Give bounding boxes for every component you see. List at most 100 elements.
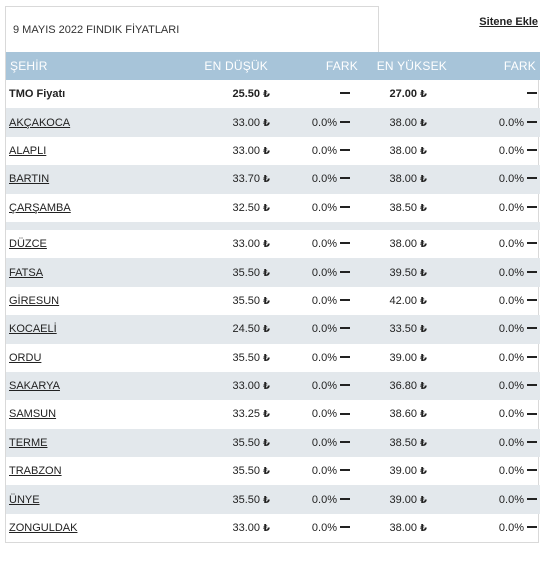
fark-low-value: 0.0% xyxy=(311,323,337,336)
city-cell: ÜNYE xyxy=(6,485,176,513)
dash-icon xyxy=(527,149,537,152)
title-box: 9 MAYIS 2022 FINDIK FİYATLARI xyxy=(5,6,379,52)
fark-low-cell: 0.0% xyxy=(272,315,362,343)
low-price-value: 33.00 xyxy=(232,116,261,129)
fark-high-cell: 0.0% xyxy=(451,165,540,193)
low-price-value: 24.50 xyxy=(232,323,261,336)
high-price-cell: 33.50 ₺ xyxy=(362,315,451,343)
low-price-cell: 35.50 ₺ xyxy=(176,344,272,372)
lira-icon: ₺ xyxy=(420,174,427,186)
low-price-cell: 33.00 ₺ xyxy=(176,137,272,165)
city-link[interactable]: SAMSUN xyxy=(9,408,57,421)
city-link[interactable]: TERME xyxy=(9,436,48,449)
fark-high-value: 0.0% xyxy=(498,323,524,336)
fark-low-cell: 0.0% xyxy=(272,194,362,222)
high-price-value: 42.00 xyxy=(389,294,418,307)
city-link[interactable]: TRABZON xyxy=(9,465,62,478)
lira-icon: ₺ xyxy=(263,352,270,364)
fark-high-cell: 0.0% xyxy=(451,287,540,315)
table-row: TRABZON 35.50 ₺ 0.0% 39.00 ₺ 0.0% xyxy=(6,457,540,485)
fark-low-value: 0.0% xyxy=(311,380,337,393)
row-divider xyxy=(6,221,540,230)
low-price-value: 35.50 xyxy=(232,465,261,478)
lira-icon: ₺ xyxy=(420,466,427,478)
city-link[interactable]: ÜNYE xyxy=(9,493,40,506)
fark-high-cell: 0.0% xyxy=(451,372,540,400)
city-link[interactable]: BARTIN xyxy=(9,173,50,186)
fark-high-value: 0.0% xyxy=(498,522,524,535)
low-price-cell: 33.00 ₺ xyxy=(176,108,272,136)
dash-icon xyxy=(527,412,537,415)
fark-low-value: 0.0% xyxy=(311,436,337,449)
fark-high-value: 0.0% xyxy=(498,408,524,421)
header-low: EN DÜŞÜK xyxy=(204,59,268,73)
table-row: DÜZCE 33.00 ₺ 0.0% 38.00 ₺ 0.0% xyxy=(6,230,540,258)
row-divider-cell xyxy=(6,222,540,230)
city-link[interactable]: GİRESUN xyxy=(9,294,60,307)
fark-low-cell: 0.0% xyxy=(272,457,362,485)
lira-icon: ₺ xyxy=(420,89,427,101)
low-price-value: 33.00 xyxy=(232,380,261,393)
tmo-fark-low-cell xyxy=(272,80,362,108)
lira-icon: ₺ xyxy=(420,324,427,336)
dash-icon xyxy=(340,270,350,273)
fark-high-cell: 0.0% xyxy=(451,194,540,222)
fark-low-value: 0.0% xyxy=(311,465,337,478)
table-row: GİRESUN 35.50 ₺ 0.0% 42.00 ₺ 0.0% xyxy=(6,287,540,315)
low-price-cell: 33.00 ₺ xyxy=(176,372,272,400)
lira-icon: ₺ xyxy=(263,174,270,186)
high-price-value: 38.60 xyxy=(389,408,418,421)
fark-high-cell: 0.0% xyxy=(451,230,540,258)
price-table: ŞEHİR EN DÜŞÜK FARK EN YÜKSEK FARK TMO F… xyxy=(6,52,540,542)
dash-icon xyxy=(527,177,537,180)
high-price-cell: 38.50 ₺ xyxy=(362,194,451,222)
city-link[interactable]: ÇARŞAMBA xyxy=(9,201,71,214)
lira-icon: ₺ xyxy=(263,202,270,214)
high-price-value: 38.00 xyxy=(389,144,418,157)
lira-icon: ₺ xyxy=(420,239,427,251)
city-link[interactable]: DÜZCE xyxy=(9,238,47,251)
city-link[interactable]: FATSA xyxy=(9,266,44,279)
price-table-container: ŞEHİR EN DÜŞÜK FARK EN YÜKSEK FARK TMO F… xyxy=(5,52,540,544)
city-link[interactable]: SAKARYA xyxy=(9,380,60,393)
embed-site-link[interactable]: Sitene Ekle xyxy=(479,16,538,28)
fark-high-value: 0.0% xyxy=(498,351,524,364)
fark-low-value: 0.0% xyxy=(311,294,337,307)
fark-low-value: 0.0% xyxy=(311,493,337,506)
dash-icon xyxy=(527,526,537,529)
city-link[interactable]: ZONGULDAK xyxy=(9,522,78,535)
city-cell: KOCAELİ xyxy=(6,315,176,343)
lira-icon: ₺ xyxy=(420,437,427,449)
low-price-cell: 33.25 ₺ xyxy=(176,400,272,428)
city-link[interactable]: KOCAELİ xyxy=(9,323,57,336)
header-fark-low: FARK xyxy=(325,59,358,73)
dash-icon xyxy=(527,384,537,387)
lira-icon: ₺ xyxy=(263,437,270,449)
dash-icon xyxy=(527,242,537,245)
fark-low-cell: 0.0% xyxy=(272,485,362,513)
fark-low-cell: 0.0% xyxy=(272,230,362,258)
lira-icon: ₺ xyxy=(263,409,270,421)
high-price-cell: 42.00 ₺ xyxy=(362,287,451,315)
table-row: ALAPLI 33.00 ₺ 0.0% 38.00 ₺ 0.0% xyxy=(6,137,540,165)
low-price-value: 32.50 xyxy=(232,201,261,214)
city-link[interactable]: AKÇAKOCA xyxy=(9,116,71,129)
table-row: SAKARYA 33.00 ₺ 0.0% 36.80 ₺ 0.0% xyxy=(6,371,540,401)
city-cell: ORDU xyxy=(6,344,176,372)
high-price-cell: 36.80 ₺ xyxy=(362,372,451,400)
tmo-fark-high-cell xyxy=(451,80,540,108)
fark-low-cell: 0.0% xyxy=(272,344,362,372)
dash-icon xyxy=(340,355,350,358)
fark-low-value: 0.0% xyxy=(311,266,337,279)
table-body: TMO Fiyatı 25.50 ₺ 27.00 ₺ AKÇAKOCA 33.00 ₺ 0… xyxy=(6,80,540,542)
city-link[interactable]: ALAPLI xyxy=(9,144,47,157)
high-price-value: 38.00 xyxy=(389,238,418,251)
dash-icon xyxy=(340,120,350,123)
high-price-value: 33.50 xyxy=(389,323,418,336)
lira-icon: ₺ xyxy=(420,202,427,214)
table-row: SAMSUN 33.25 ₺ 0.0% 38.60 ₺ 0.0% xyxy=(6,400,540,428)
high-price-cell: 38.50 ₺ xyxy=(362,429,451,457)
city-link[interactable]: ORDU xyxy=(9,351,42,364)
fark-high-value: 0.0% xyxy=(498,380,524,393)
lira-icon: ₺ xyxy=(263,117,270,129)
